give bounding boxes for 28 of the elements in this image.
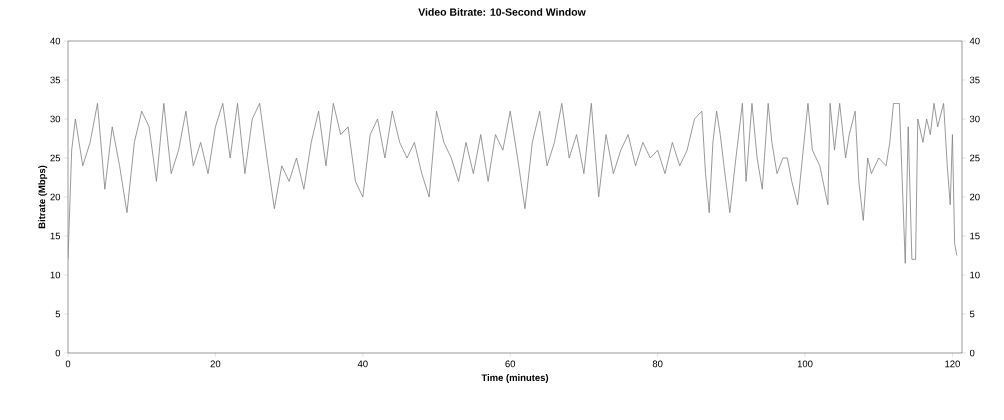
y2-tick-label: 25 [970, 154, 980, 162]
x-tick-label: 60 [505, 360, 516, 368]
y-tick-label: 15 [50, 232, 61, 240]
x-tick-label: 120 [945, 360, 960, 368]
y-tick-label: 35 [50, 76, 61, 84]
y-tick-label: 20 [50, 193, 61, 201]
y-tick-label: 25 [50, 154, 61, 162]
y-axis-title: Bitrate (Mbps) [38, 165, 48, 229]
y2-tick-label: 40 [969, 37, 980, 45]
y2-tick-label: 0 [969, 349, 975, 357]
y-tick-label: 40 [50, 37, 61, 45]
x-tick-label: 40 [357, 360, 368, 368]
y-tick-label: 30 [50, 115, 61, 123]
y-tick-label: 5 [55, 310, 61, 318]
y-tick-label: 0 [55, 349, 61, 357]
y2-tick-label: 10 [970, 271, 980, 279]
y2-tick-label: 5 [969, 310, 975, 318]
chart-title: Video Bitrate: 10-Second Window [418, 8, 586, 16]
x-tick-label: 80 [652, 360, 663, 368]
x-axis-title: Time (minutes) [481, 374, 549, 383]
y2-tick-label: 35 [969, 76, 980, 84]
x-tick-label: 0 [65, 360, 71, 368]
y2-tick-label: 30 [969, 115, 980, 123]
x-tick-label: 100 [797, 360, 813, 368]
x-tick-label: 20 [210, 360, 221, 368]
y-tick-label: 10 [50, 271, 61, 279]
y2-tick-label: 15 [970, 232, 980, 240]
y2-tick-label: 20 [970, 193, 980, 201]
